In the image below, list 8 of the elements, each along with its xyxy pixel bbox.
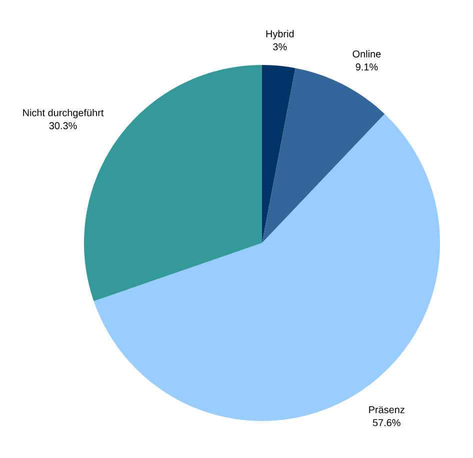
data-label: 3% bbox=[273, 43, 287, 50]
slice-label: Nicht durchgeführt bbox=[23, 108, 104, 118]
slice-label: Präsenz bbox=[369, 406, 404, 414]
slice-label: Hybrid bbox=[266, 30, 294, 40]
data-label: 30.3% bbox=[49, 122, 77, 130]
data-label: 9.1% bbox=[356, 63, 378, 70]
slice-label: Online bbox=[352, 50, 381, 58]
data-label: 57.6% bbox=[372, 419, 400, 426]
